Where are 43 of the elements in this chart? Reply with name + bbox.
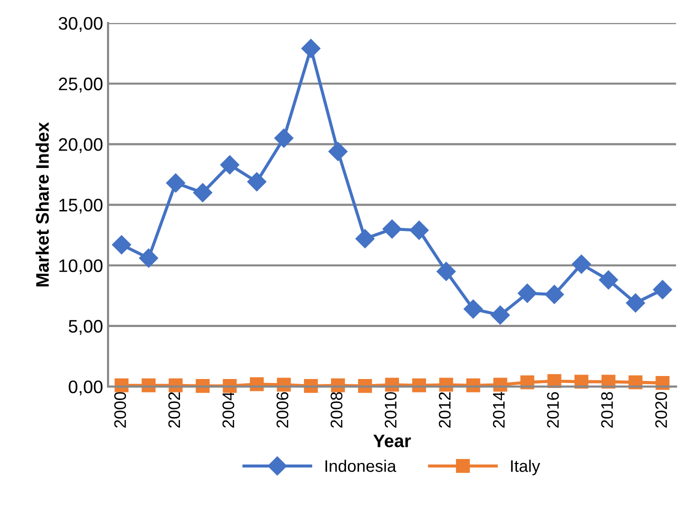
- y-tick-label: 25,00: [58, 78, 102, 92]
- x-tick-label: 2016: [547, 392, 559, 428]
- x-axis-title: Year: [373, 434, 411, 448]
- x-tick-label: 2006: [276, 392, 288, 428]
- y-tick-label: 5,00: [68, 320, 102, 335]
- point: [274, 128, 294, 148]
- x-tick-label: 2010: [384, 392, 397, 428]
- point: [220, 155, 240, 174]
- y-tick-label: 30,00: [58, 16, 102, 32]
- point: [626, 293, 646, 312]
- x-tick-label: 2012: [438, 392, 451, 428]
- x-tick-label: 2008: [330, 392, 342, 428]
- legend-label: Indonesia: [326, 460, 396, 472]
- point: [139, 248, 158, 268]
- y-axis-title: Market Share Index: [36, 122, 49, 286]
- x-tick-label: 2020: [655, 392, 668, 428]
- point: [193, 183, 212, 202]
- y-tick-label: 10,00: [59, 259, 102, 274]
- point: [653, 280, 672, 300]
- point: [328, 142, 348, 162]
- point: [598, 270, 618, 290]
- point: [464, 299, 483, 319]
- x-tick-label: 2004: [222, 392, 234, 428]
- point: [382, 220, 402, 239]
- x-tick-label: 2018: [601, 392, 613, 428]
- point: [544, 284, 564, 304]
- point: [518, 284, 537, 303]
- point: [301, 38, 320, 58]
- y-tick-label: 15,00: [59, 198, 102, 214]
- legend-label: Italy: [511, 460, 540, 476]
- point: [166, 173, 186, 193]
- x-tick-label: 2002: [168, 392, 180, 428]
- point: [490, 306, 510, 325]
- y-tick-label: 0,00: [68, 380, 102, 396]
- point: [247, 172, 266, 192]
- point: [112, 235, 132, 254]
- point: [410, 220, 429, 240]
- x-tick-label: 2014: [492, 392, 505, 428]
- y-tick-label: 20,00: [58, 138, 102, 154]
- point: [572, 254, 591, 274]
- point: [355, 229, 375, 248]
- point: [436, 262, 456, 281]
- x-tick-label: 2000: [114, 392, 126, 428]
